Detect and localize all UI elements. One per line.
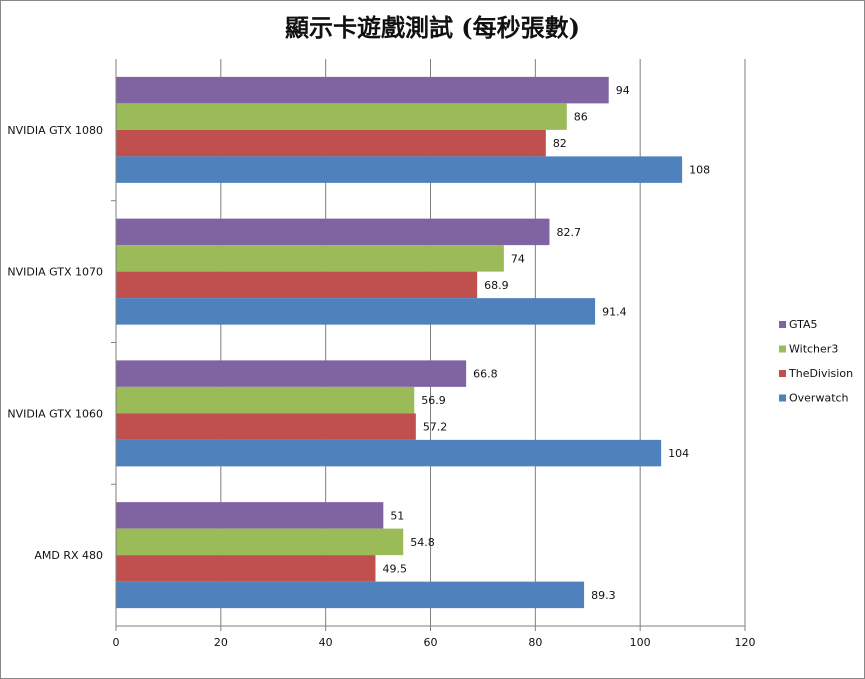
legend-swatch-thedivision <box>779 370 786 377</box>
x-tick-label: 40 <box>319 636 333 649</box>
data-label: 91.4 <box>602 305 627 318</box>
chart-title: 顯示卡遊戲測試 (每秒張數) <box>284 13 581 42</box>
data-label: 104 <box>668 447 689 460</box>
bar-thedivision <box>116 129 546 157</box>
bar-witcher3 <box>116 386 415 414</box>
data-label: 94 <box>616 84 630 97</box>
legend-label: TheDivision <box>788 367 853 380</box>
bar-gta5 <box>116 218 550 246</box>
bars: 94 86 82 108 82.7 74 68.9 91.4 66.8 56.9 57.2 104 51… <box>116 76 710 609</box>
bar-gta5 <box>116 360 467 387</box>
legend-label: GTA5 <box>789 318 818 331</box>
bar-overwatch <box>116 581 585 609</box>
x-tick-label: 0 <box>113 636 120 649</box>
legend-label: Witcher3 <box>789 343 838 356</box>
bar-overwatch <box>116 298 596 325</box>
bar-overwatch <box>116 439 662 467</box>
data-label: 89.3 <box>591 589 616 602</box>
data-label: 108 <box>689 164 710 177</box>
bar-overwatch <box>116 156 683 183</box>
legend-label: Overwatch <box>789 392 849 405</box>
data-label: 68.9 <box>484 279 509 292</box>
bar-witcher3 <box>116 103 567 130</box>
data-label: 56.9 <box>421 394 446 407</box>
x-tick-label: 80 <box>528 636 542 649</box>
category-label: NVIDIA GTX 1080 <box>7 124 103 137</box>
data-label: 82 <box>553 137 567 150</box>
legend-swatch-witcher3 <box>779 345 786 353</box>
data-label: 86 <box>574 111 588 124</box>
data-label: 49.5 <box>382 562 407 575</box>
x-tick-label: 20 <box>214 636 228 649</box>
x-tick-label: 60 <box>424 636 438 649</box>
legend-swatch-gta5 <box>779 321 786 328</box>
category-label: AMD RX 480 <box>34 549 103 562</box>
bar-witcher3 <box>116 528 404 556</box>
x-tick-label: 120 <box>735 636 756 649</box>
data-label: 57.2 <box>423 421 448 434</box>
axes: 0 20 40 60 80 100 120 NVIDIA GTX 1080 NVIDIA GTX… <box>7 59 756 649</box>
bar-witcher3 <box>116 245 504 272</box>
legend: GTA5 Witcher3 TheDivision Overwatch <box>779 318 853 405</box>
bar-thedivision <box>116 555 376 582</box>
bar-gta5 <box>116 76 609 104</box>
category-label: NVIDIA GTX 1070 <box>7 266 103 279</box>
data-label: 74 <box>511 252 525 265</box>
data-label: 82.7 <box>556 226 581 239</box>
bar-gta5 <box>116 502 384 529</box>
x-tick-label: 100 <box>630 636 651 649</box>
legend-swatch-overwatch <box>779 394 786 402</box>
bar-thedivision <box>116 413 416 440</box>
data-label: 54.8 <box>410 536 435 549</box>
data-label: 51 <box>390 509 404 522</box>
category-label: NVIDIA GTX 1060 <box>7 407 103 420</box>
data-label: 66.8 <box>473 368 498 381</box>
bar-thedivision <box>116 271 478 299</box>
